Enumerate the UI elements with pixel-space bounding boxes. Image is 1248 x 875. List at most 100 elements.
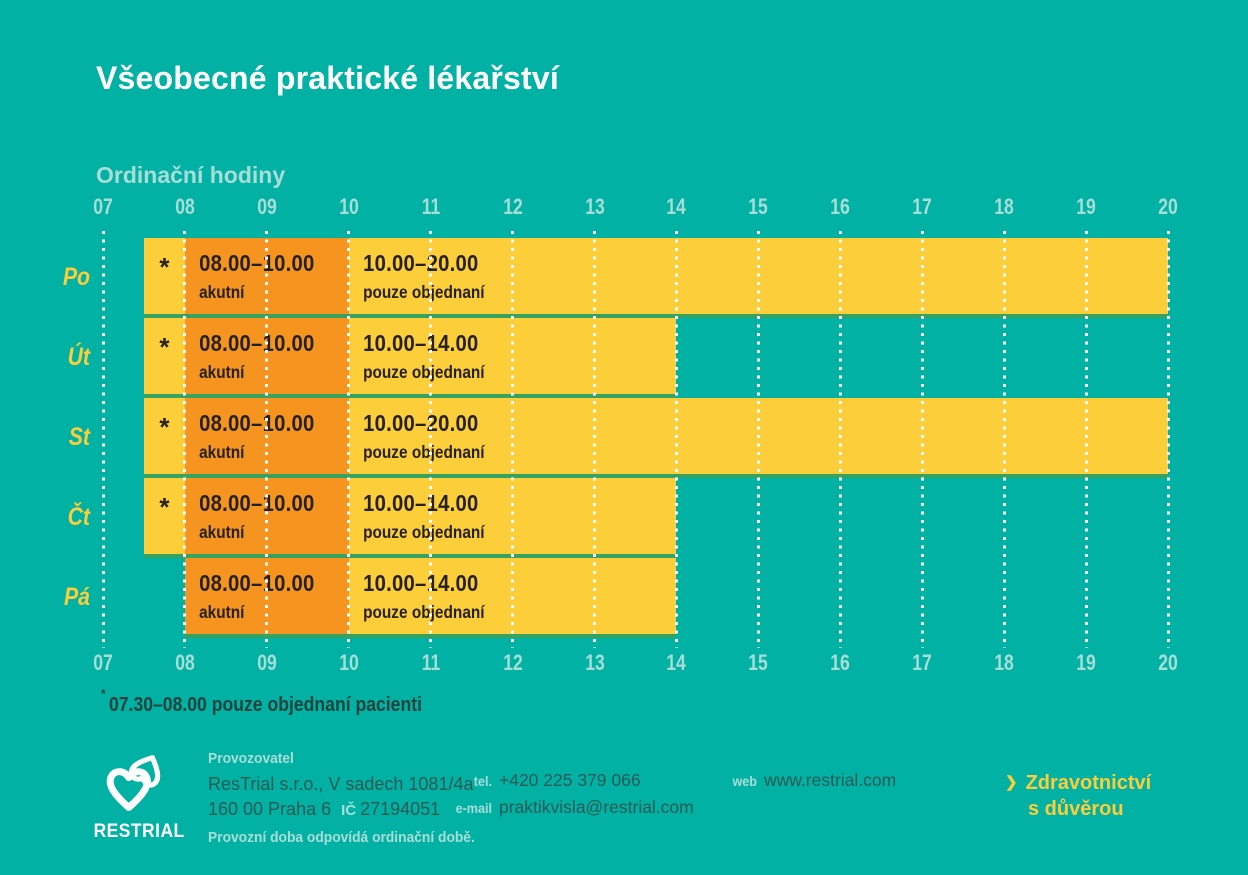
schedule-bar-segment: * [143,478,185,558]
segment-time: 10.00–20.00 [362,250,479,276]
segment-desc: akutní [199,362,245,382]
tel-value: +420 225 379 066 [499,770,641,790]
segment-text: 08.00–10.00 akutní [185,478,329,543]
hour-label-top-07: 07 [93,194,113,219]
grid-line-15 [756,231,760,648]
segment-time: 10.00–14.00 [362,570,479,596]
web-value: www.restrial.com [764,770,897,790]
segment-time: 08.00–10.00 [199,330,315,356]
segment-time: 10.00–14.00 [362,330,479,356]
segment-desc: akutní [199,282,245,302]
hour-label-bottom-13: 13 [584,650,605,675]
hour-label-top-16: 16 [830,194,851,219]
operator-label: Provozovatel [208,750,294,767]
asterisk-marker: * [159,332,170,362]
chevron-right-icon: ❯ [1005,774,1018,791]
grid-line-08 [183,231,187,648]
segment-desc: pouze objednaní [362,282,485,302]
hour-label-bottom-16: 16 [830,650,851,675]
segment-text: 10.00–14.00 pouze objednaní [349,318,637,383]
hour-label-bottom-08: 08 [175,650,195,675]
grid-line-17 [920,231,924,648]
schedule-bar-segment: * [143,238,185,318]
asterisk-marker: * [159,412,170,442]
grid-line-16 [838,231,842,648]
asterisk-marker: * [159,252,170,282]
schedule-bar-segment: * [143,398,185,478]
grid-line-10 [347,231,351,648]
grid-line-07 [101,231,105,648]
ic-value: 27194051 [360,799,441,819]
hour-label-top-14: 14 [666,194,687,219]
grid-line-09 [265,231,269,648]
segment-text: 08.00–10.00 akutní [185,398,329,463]
hour-label-bottom-19: 19 [1076,650,1096,675]
hour-label-bottom-18: 18 [994,650,1014,675]
operator-note: Provozní doba odpovídá ordinační době. [208,829,475,846]
restrial-emblem-icon [106,755,161,811]
segment-time: 10.00–14.00 [362,490,479,516]
web-label: web [732,773,757,789]
segment-time: 08.00–10.00 [199,490,315,516]
hour-label-top-12: 12 [502,194,523,219]
tagline-line2: s důvěrou [1028,798,1124,820]
segment-desc: pouze objednaní [362,522,485,542]
hour-label-top-19: 19 [1076,194,1096,219]
operator-city: 160 00 Praha 6 [208,799,332,819]
ic-label: IČ [341,802,357,819]
grid-line-11 [429,231,433,648]
segment-text: 08.00–10.00 akutní [185,238,329,303]
hour-label-bottom-12: 12 [502,650,523,675]
hour-label-top-13: 13 [584,194,605,219]
logo-wordmark: RESTRIAL [93,821,185,842]
hour-label-bottom-07: 07 [93,650,113,675]
hour-label-bottom-11: 11 [421,650,440,675]
tel-label: tel. [473,773,492,789]
segment-text: 10.00–14.00 pouze objednaní [349,478,637,543]
hour-label-bottom-09: 09 [257,650,277,675]
restrial-logo: RESTRIAL [90,750,185,843]
hour-label-top-09: 09 [257,194,277,219]
hour-label-top-10: 10 [338,194,359,219]
hour-label-bottom-20: 20 [1158,650,1178,675]
segment-desc: pouze objednaní [362,362,485,382]
day-label-pá: Pá [63,583,90,611]
segment-desc: akutní [199,442,245,462]
hour-label-top-18: 18 [994,194,1014,219]
segment-text: 08.00–10.00 akutní [185,558,329,623]
schedule-bar-segment: * [143,318,185,398]
operator-block: Provozovatel ResTrial s.r.o., V sadech 1… [208,750,498,846]
grid-line-13 [593,231,597,648]
hour-label-top-08: 08 [175,194,195,219]
chart-title: Ordinační hodiny [96,162,286,188]
hour-label-top-17: 17 [912,194,933,219]
email-value: praktikvisla@restrial.com [499,797,694,817]
asterisk-marker: * [159,492,170,522]
hour-label-bottom-14: 14 [666,650,687,675]
grid-line-14 [674,231,678,648]
hour-label-bottom-17: 17 [912,650,933,675]
hour-label-bottom-15: 15 [748,650,769,675]
segment-time: 08.00–10.00 [199,570,315,596]
tagline-text1: Zdravotnictví [1025,772,1152,794]
segment-desc: akutní [199,602,245,622]
hour-label-top-15: 15 [748,194,769,219]
page-title: Všeobecné praktické lékařství [96,60,559,96]
segment-time: 10.00–20.00 [362,410,479,436]
day-label-st: St [68,423,90,451]
segment-time: 08.00–10.00 [199,410,315,436]
grid-line-18 [1002,231,1006,648]
operator-address-line2: 160 00 Praha 6 IČ 27194051 [208,799,498,820]
tagline: ❯ Zdravotnictví s důvěrou [1005,770,1151,822]
email-label: e-mail [455,800,492,816]
footnote: *07.30–08.00 pouze objednaní pacienti [101,686,422,717]
grid-line-12 [511,231,515,648]
segment-text: 10.00–20.00 pouze objednaní [349,398,1070,463]
segment-desc: pouze objednaní [362,602,485,622]
day-label-čt: Čt [67,503,90,531]
operator-address-line1: ResTrial s.r.o., V sadech 1081/4a [208,774,474,794]
footnote-text: 07.30–08.00 pouze objednaní pacienti [108,694,422,716]
hour-label-top-20: 20 [1158,194,1178,219]
segment-desc: pouze objednaní [362,442,485,462]
